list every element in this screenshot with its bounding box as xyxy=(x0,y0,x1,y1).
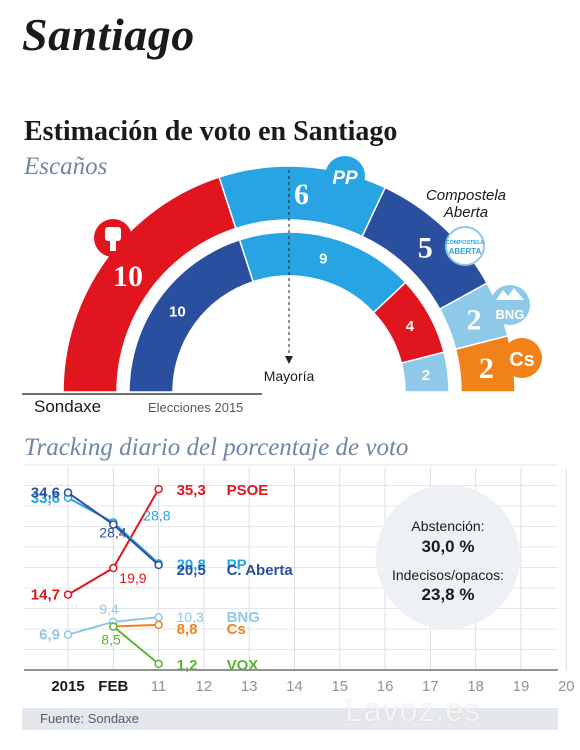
annotation-bubble xyxy=(376,485,520,629)
seat-value-sondaxe-pp: 6 xyxy=(294,178,309,211)
cs-logo-text: Cs xyxy=(509,349,535,371)
series-name-psoe: PSOE xyxy=(227,482,269,499)
seats-semicircle-chart: 10 6 5 2 2 Sondaxe 10 9 4 2 Elecciones 2015 Mayoría… xyxy=(22,156,542,416)
point-vox-1 xyxy=(109,622,118,631)
ring-label-sondaxe: Sondaxe xyxy=(34,397,101,416)
seat-value-elecciones-2015-pp: 9 xyxy=(319,251,327,268)
majority-label: Mayoría xyxy=(264,368,315,384)
value-label-vox-2: 1,2 xyxy=(177,657,198,674)
value-label-psoe-0: 14,7 xyxy=(31,587,60,604)
cs-logo-icon: Cs xyxy=(502,338,542,378)
undecided-value: 23,8 % xyxy=(422,585,475,604)
point-psoe-0 xyxy=(63,590,73,599)
series-name-c-aberta: C. Aberta xyxy=(227,562,294,579)
value-label-psoe-2: 35,3 xyxy=(177,482,206,499)
seat-value-sondaxe-cs: 2 xyxy=(479,352,494,385)
value-label-c-aberta-1: 28,4 xyxy=(99,524,126,540)
undecided-label: Indecisos/opacos: xyxy=(392,567,504,583)
ring-label-elecciones-2015: Elecciones 2015 xyxy=(148,400,243,415)
seats-section-label: Escaños xyxy=(24,153,108,180)
series-line-vox xyxy=(112,625,160,665)
x-tick-16: 16 xyxy=(377,678,394,695)
point-psoe-1 xyxy=(109,563,118,573)
x-tick-2015: 2015 xyxy=(51,678,84,695)
ca-badge-bottom: ABERTA xyxy=(449,247,482,256)
value-label-pp-0: 33,6 xyxy=(31,490,60,507)
page-title: Santiago xyxy=(22,9,195,60)
seat-value-sondaxe-psoe: 10 xyxy=(113,260,143,293)
watermark: Lavoz.es xyxy=(345,692,482,728)
tracking-line-chart: Abstención: 30,0 % Indecisos/opacos: 23,8 %… xyxy=(24,464,575,695)
value-label-bng-1: 9,4 xyxy=(99,601,119,617)
x-tick-12: 12 xyxy=(196,678,213,695)
point-c-aberta-1 xyxy=(109,520,118,529)
ca-label-line2: Aberta xyxy=(443,204,488,221)
point-vox-2 xyxy=(154,659,163,669)
point-bng-0 xyxy=(63,630,73,639)
seat-value-elecciones-2015-psoe: 4 xyxy=(406,318,415,335)
bng-logo-text: BNG xyxy=(496,307,525,322)
psoe-logo-icon xyxy=(94,219,132,257)
ca-badge-top: COMPOSTELA xyxy=(446,240,485,246)
x-tick-20: 20 xyxy=(558,678,575,695)
series-name-cs: Cs xyxy=(227,621,246,638)
series-line-cs xyxy=(113,623,159,628)
x-tick-18: 18 xyxy=(467,678,484,695)
value-label-pp-2: 20,8 xyxy=(177,556,206,573)
point-c-aberta-2 xyxy=(154,560,163,570)
source-text: Fuente: Sondaxe xyxy=(40,711,140,726)
point-c-aberta-0 xyxy=(63,488,73,497)
series-name-bng: BNG xyxy=(227,609,260,626)
x-tick-17: 17 xyxy=(422,678,439,695)
abstention-value: 30,0 % xyxy=(422,537,475,556)
seat-value-sondaxe-compostela-aberta: 5 xyxy=(418,232,433,265)
value-label-c-aberta-0: 34,6 xyxy=(31,485,60,502)
value-label-pp-1: 28,8 xyxy=(143,507,170,523)
value-label-bng-2: 10,3 xyxy=(177,609,204,625)
pp-logo-text: PP xyxy=(332,168,358,189)
value-label-vox-1: 8,5 xyxy=(101,631,121,647)
value-label-psoe-1: 19,9 xyxy=(119,570,146,586)
x-tick-13: 13 xyxy=(241,678,258,695)
seat-value-elecciones-2015-compostela-aberta: 10 xyxy=(169,303,186,320)
chart-title: Estimación de voto en Santiago xyxy=(24,116,398,147)
x-tick-11: 11 xyxy=(151,678,167,695)
pp-logo-icon: PP xyxy=(325,156,365,196)
point-cs-2 xyxy=(154,620,163,630)
seat-arc-elecciones-2015-bng xyxy=(400,351,450,393)
x-tick-14: 14 xyxy=(286,678,303,695)
x-tick-19: 19 xyxy=(513,678,530,695)
abstention-label: Abstención: xyxy=(411,518,484,534)
point-psoe-2 xyxy=(154,484,163,494)
x-tick-15: 15 xyxy=(331,678,348,695)
value-label-cs-2: 8,8 xyxy=(177,621,198,638)
value-label-bng-0: 6,9 xyxy=(39,627,60,644)
majority-arrow xyxy=(285,356,293,364)
seat-value-elecciones-2015-bng: 2 xyxy=(422,367,430,384)
seat-value-sondaxe-bng: 2 xyxy=(467,304,482,337)
source-bar xyxy=(22,708,558,730)
series-name-vox: VOX xyxy=(227,657,259,674)
tracking-section-label: Tracking diario del porcentaje de voto xyxy=(24,434,409,461)
point-bng-2 xyxy=(154,612,163,622)
value-label-c-aberta-2: 20,5 xyxy=(177,562,206,579)
ca-label-line1: Compostela xyxy=(426,187,506,204)
series-name-pp: PP xyxy=(227,556,247,573)
x-tick-feb: FEB xyxy=(98,678,128,695)
bng-logo-icon: BNG xyxy=(490,285,530,325)
